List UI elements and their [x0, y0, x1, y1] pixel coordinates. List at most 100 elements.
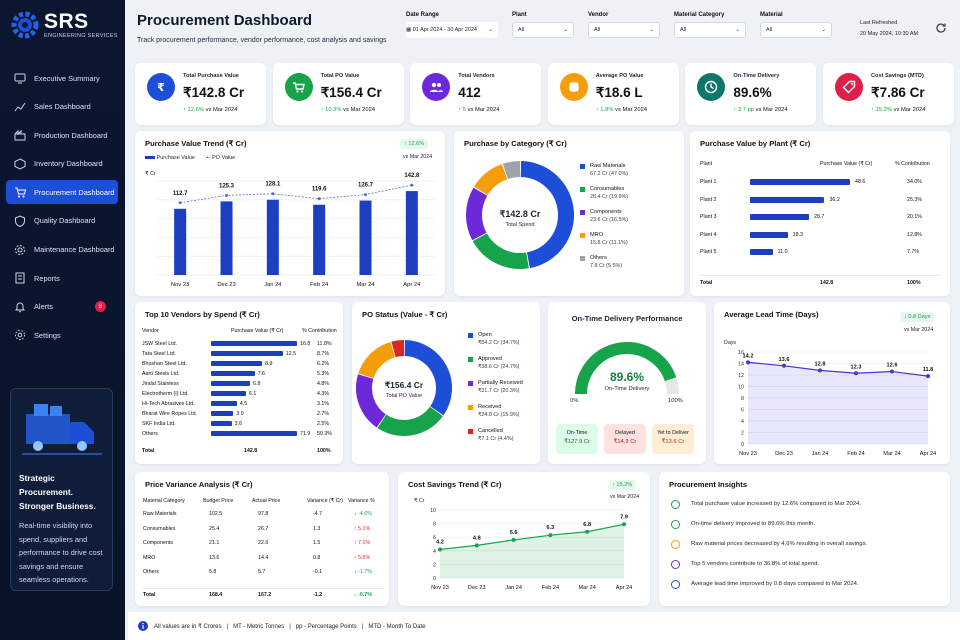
truck-illustration-icon — [19, 397, 104, 463]
plant-pct: 25.3% — [907, 196, 923, 203]
kpi-delta: ↑ 5 vs Mar 2024 — [458, 107, 499, 113]
refresh-icon[interactable] — [935, 22, 947, 34]
x-tick: Feb 24 — [542, 585, 559, 591]
sidebar-item-production-dashboard[interactable]: Production Dashboard — [6, 123, 118, 147]
sidebar-item-sales-dashboard[interactable]: Sales Dashboard — [6, 95, 118, 119]
kpi-card-total-purchase-value: ₹ Total Purchase Value ₹142.8 Cr ↑ 12.6% vs… — [135, 63, 266, 125]
vendor-value: 71.9 — [300, 431, 311, 437]
otd-card: On-Time Delivery Performance 89.6% On-Ti… — [548, 302, 706, 464]
vendor-name: SKF India Ltd. — [142, 421, 176, 427]
trend-po-point — [271, 192, 275, 196]
variance-cell: 1.5 — [313, 540, 321, 546]
plant-value: 28.7 — [814, 214, 825, 220]
variance-cell: Components — [143, 540, 174, 546]
variance-cell: Consumables — [143, 525, 176, 532]
legend-item: MRO 15.8 Cr (11.1%) — [580, 232, 680, 255]
trend-x-tick: Apr 24 — [403, 282, 421, 288]
report-icon — [15, 272, 25, 284]
sidebar-item-maintenance-dashboard[interactable]: Maintenance Dashboard — [6, 238, 118, 262]
kpi-card-total-po-value: Total PO Value ₹156.4 Cr ↑ 10.3% vs Mar 20… — [272, 63, 404, 125]
variance-col-header: Actual Price — [252, 498, 281, 504]
sidebar-item-inventory-dashboard[interactable]: Inventory Dashboard — [6, 152, 118, 176]
vendor-total-label: Total — [142, 448, 155, 454]
plant-total-value: 142.8 — [820, 280, 834, 286]
legend-name: Components — [590, 209, 622, 215]
trend-x-tick: Nov 23 — [171, 282, 189, 288]
plant-pct: 7.7% — [907, 249, 920, 255]
gear-icon — [15, 244, 25, 255]
trend-bar-label: 126.7 — [358, 183, 374, 189]
kpi-label: On-Time Delivery — [733, 73, 780, 79]
trend-bar — [359, 200, 372, 275]
legend-item: Others 7.8 Cr (5.5%) — [580, 255, 680, 278]
legend-swatch — [580, 210, 585, 215]
vendor-bar — [211, 401, 237, 406]
vendor-filter[interactable]: Vendor All ⌄ — [588, 12, 660, 38]
kpi-delta-value: ↑ 12.6% — [183, 107, 204, 113]
insight-text: Top 5 vendors contribute to 36.8% of tot… — [691, 561, 820, 567]
plant-filter[interactable]: Plant All ⌄ — [512, 12, 574, 38]
vendor-bar — [211, 371, 255, 376]
trend-bar — [405, 191, 418, 275]
cart-icon — [284, 73, 313, 101]
insight-text: Total purchase value increased by 12.6% … — [691, 501, 861, 507]
sidebar-item-quality-dashboard[interactable]: Quality Dashboard — [6, 209, 118, 233]
area-fill — [440, 524, 624, 578]
leadtime-card: Average Lead Time (Days) ↓ 0.8 Days vs M… — [714, 302, 950, 464]
trend-bar-label: 112.7 — [173, 191, 188, 197]
leadtime-delta-sub: vs Mar 2024 — [904, 327, 934, 333]
legend-item: Approved ₹38.6 Cr (24.7%) — [468, 356, 538, 380]
plant-bar — [750, 179, 850, 185]
sidebar-item-reports[interactable]: Reports — [6, 266, 118, 290]
footer-text: All values are in ₹ Crores | MT - Metric… — [154, 623, 426, 630]
insights-card: Procurement Insights Total purchase valu… — [659, 472, 950, 606]
vendor-pct: 8.7% — [317, 351, 330, 357]
kpi-delta: ↑ 1.8% vs Mar 2024 — [596, 107, 647, 113]
purchase-trend-delta: ↑ 12.6% — [400, 139, 429, 149]
chevron-down-icon: ⌄ — [821, 27, 826, 33]
users-icon — [422, 73, 451, 101]
category-slice — [474, 164, 508, 196]
trend-bar — [313, 204, 326, 275]
otd-box-value: ₹127.9 Cr — [564, 439, 590, 445]
kpi-label: Cost Savings (MTD) — [871, 73, 924, 79]
vendor-pct: 50.3% — [317, 431, 333, 437]
trend-bar — [220, 201, 233, 275]
series-point — [890, 369, 894, 374]
series-point — [818, 368, 822, 373]
series-point — [511, 537, 516, 542]
legend-swatch — [468, 429, 473, 434]
material-category-filter[interactable]: Material Category All ⌄ — [674, 12, 746, 38]
promo-title: Strategic Procurement. Stronger Business. — [19, 473, 96, 511]
x-tick: Nov 23 — [431, 585, 449, 591]
sidebar-item-procurement-dashboard[interactable]: Procurement Dashboard — [6, 180, 118, 205]
page-subtitle: Track procurement performance, vendor pe… — [137, 37, 387, 44]
sidebar: SRS ENGINEERING SERVICES Executive Summa… — [0, 0, 125, 640]
point-label: 14.2 — [743, 353, 754, 359]
plant-col-header: Plant — [700, 161, 713, 167]
date-range-filter[interactable]: Date Range ▦ 01 Apr 2024 - 30 Apr 2024 ⌄ — [406, 12, 498, 38]
trend-po-point — [225, 193, 228, 197]
series-point — [782, 363, 786, 368]
legend-value: 67.2 Cr (47.0%) — [590, 171, 629, 177]
material-filter[interactable]: Material All ⌄ — [760, 12, 832, 38]
plant-pct: 12.8% — [907, 231, 923, 238]
vendor-bar — [211, 351, 283, 356]
variance-cell: ↓ -1.7% — [354, 569, 372, 575]
variance-col-header: Variance (₹ Cr) — [307, 498, 343, 504]
sidebar-item-executive-summary[interactable]: Executive Summary — [6, 66, 118, 90]
sidebar-item-alerts[interactable]: Alerts 8 — [6, 295, 118, 319]
point-label: 6.3 — [547, 525, 555, 531]
sidebar-item-settings[interactable]: Settings — [6, 323, 118, 347]
savings-delta-sub: vs Mar 2024 — [610, 494, 640, 500]
plant-col-header: Purchase Value (₹ Cr) — [820, 161, 873, 167]
legend-swatch — [580, 164, 585, 169]
variance-total-cell: Total — [143, 592, 156, 598]
vendors-title: Top 10 Vendors by Spend (₹ Cr) — [145, 310, 260, 319]
variance-cell: 97.8 — [258, 511, 269, 517]
variance-cell: ↓ -4.6% — [354, 511, 372, 517]
variance-title: Price Variance Analysis (₹ Cr) — [145, 480, 253, 489]
plant-total-row: Total 142.8 100% — [700, 275, 940, 287]
svg-text:₹: ₹ — [157, 81, 165, 94]
point-label: 11.8 — [923, 367, 934, 373]
